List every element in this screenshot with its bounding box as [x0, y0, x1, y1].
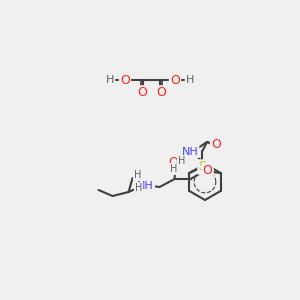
Text: H: H — [135, 183, 142, 193]
Text: O: O — [203, 164, 212, 178]
Text: O: O — [170, 74, 180, 86]
Text: O: O — [120, 74, 130, 86]
Text: S: S — [198, 160, 206, 173]
Text: NH: NH — [182, 147, 198, 157]
Text: O: O — [156, 86, 166, 100]
Text: H: H — [186, 75, 194, 85]
Text: H: H — [178, 156, 185, 166]
Text: NH: NH — [137, 181, 154, 191]
Text: H: H — [106, 75, 114, 85]
Text: O: O — [137, 86, 147, 100]
Text: O: O — [169, 155, 178, 169]
Text: H: H — [134, 170, 141, 180]
Text: O: O — [211, 137, 221, 151]
Text: H: H — [170, 164, 177, 174]
